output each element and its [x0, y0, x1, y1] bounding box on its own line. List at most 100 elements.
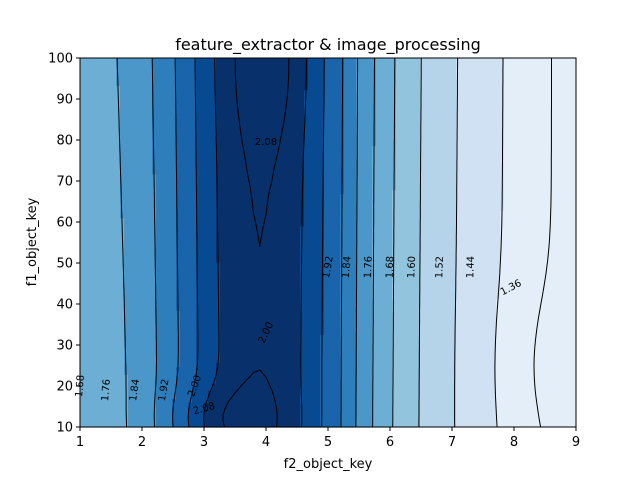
contour-fill-cell [160, 98, 165, 103]
contour-fill-cell [116, 190, 121, 195]
contour-fill-cell [224, 266, 229, 272]
contour-fill-cell [92, 218, 97, 224]
contour-fill-cell [96, 122, 101, 127]
contour-fill-cell [88, 270, 93, 276]
contour-fill-cell [136, 66, 141, 71]
contour-fill-cell [244, 82, 249, 87]
contour-fill-cell [104, 342, 109, 348]
contour-fill-cell [120, 118, 125, 123]
contour-fill-cell [200, 390, 205, 396]
contour-fill-cell [256, 226, 261, 232]
contour-fill-cell [236, 138, 241, 143]
contour-fill-cell [96, 310, 101, 316]
contour-fill-cell [228, 402, 233, 408]
contour-fill-cell [172, 278, 177, 284]
contour-fill-cell [108, 230, 113, 236]
contour-fill-cell [248, 334, 253, 340]
contour-fill-cell [168, 266, 173, 272]
contour-fill-cell [152, 390, 157, 396]
contour-fill-cell [208, 390, 213, 396]
contour-fill-cell [280, 202, 285, 207]
contour-fill-cell [260, 266, 265, 272]
contour-fill-cell [80, 242, 85, 248]
contour-fill-cell [148, 218, 153, 224]
contour-fill-cell [80, 302, 85, 308]
contour-fill-cell [268, 278, 273, 284]
contour-fill-cell [152, 230, 157, 236]
contour-fill-cell [244, 314, 249, 320]
contour-fill-cell [248, 338, 253, 344]
contour-fill-cell [232, 298, 237, 304]
contour-fill-cell [208, 182, 213, 187]
contour-fill-cell [100, 78, 105, 83]
contour-fill-cell [156, 206, 161, 212]
contour-fill-cell [196, 102, 201, 107]
contour-fill-cell [144, 138, 149, 143]
contour-fill-cell [100, 346, 105, 352]
contour-fill-cell [248, 318, 253, 324]
contour-fill-cell [224, 146, 229, 151]
contour-fill-cell [248, 394, 253, 400]
contour-fill-cell [272, 178, 277, 183]
contour-fill-cell [96, 390, 101, 396]
contour-fill-cell [156, 58, 161, 63]
contour-fill-cell [132, 106, 137, 111]
contour-fill-cell [204, 402, 209, 408]
contour-fill-cell [164, 270, 169, 276]
contour-fill-cell [144, 102, 149, 107]
contour-fill-cell [100, 250, 105, 256]
contour-fill-cell [88, 310, 93, 316]
contour-fill-cell [236, 142, 241, 147]
contour-fill-cell [100, 342, 105, 348]
contour-fill-cell [204, 298, 209, 304]
contour-fill-cell [296, 66, 301, 71]
contour-fill-cell [188, 114, 193, 119]
contour-fill-cell [160, 226, 165, 232]
contour-fill-cell [100, 214, 105, 220]
contour-fill-cell [184, 106, 189, 111]
contour-fill-cell [144, 282, 149, 288]
contour-fill-cell [128, 306, 133, 312]
contour-fill-cell [276, 154, 281, 159]
contour-fill-cell [132, 122, 137, 127]
contour-fill-cell [96, 90, 101, 95]
contour-fill-cell [172, 406, 177, 412]
contour-fill-cell [108, 178, 113, 183]
contour-fill-cell [184, 82, 189, 87]
contour-fill-cell [220, 354, 225, 360]
contour-fill-cell [280, 314, 285, 320]
contour-fill-cell [248, 226, 253, 232]
contour-fill-cell [264, 350, 269, 356]
contour-fill-cell [216, 154, 221, 159]
contour-fill-cell [252, 354, 257, 360]
contour-fill-cell [260, 414, 265, 420]
contour-fill-cell [268, 170, 273, 175]
contour-fill-cell [208, 106, 213, 111]
contour-fill-cell [216, 66, 221, 71]
contour-fill-cell [148, 226, 153, 232]
contour-fill-cell [120, 138, 125, 143]
contour-fill-cell [264, 94, 269, 99]
contour-fill-cell [124, 162, 129, 167]
contour-fill-cell [220, 182, 225, 187]
contour-fill-cell [136, 82, 141, 87]
contour-fill-cell [192, 194, 197, 199]
contour-fill-cell [148, 294, 153, 300]
contour-fill-cell [244, 410, 249, 416]
contour-fill-cell [248, 230, 253, 236]
contour-fill-cell [100, 126, 105, 131]
contour-fill-cell [276, 214, 281, 220]
contour-fill-cell [288, 130, 293, 135]
contour-fill-cell [240, 390, 245, 396]
contour-fill-cell [104, 62, 109, 67]
contour-fill-cell [84, 418, 89, 424]
contour-fill-cell [220, 246, 225, 252]
contour-fill-cell [180, 302, 185, 308]
contour-fill-cell [204, 354, 209, 360]
contour-fill-cell [192, 330, 197, 336]
contour-fill-cell [132, 278, 137, 284]
contour-fill-cell [192, 66, 197, 71]
contour-fill-cell [88, 274, 93, 280]
contour-fill-cell [220, 310, 225, 316]
contour-fill-cell [212, 398, 217, 404]
